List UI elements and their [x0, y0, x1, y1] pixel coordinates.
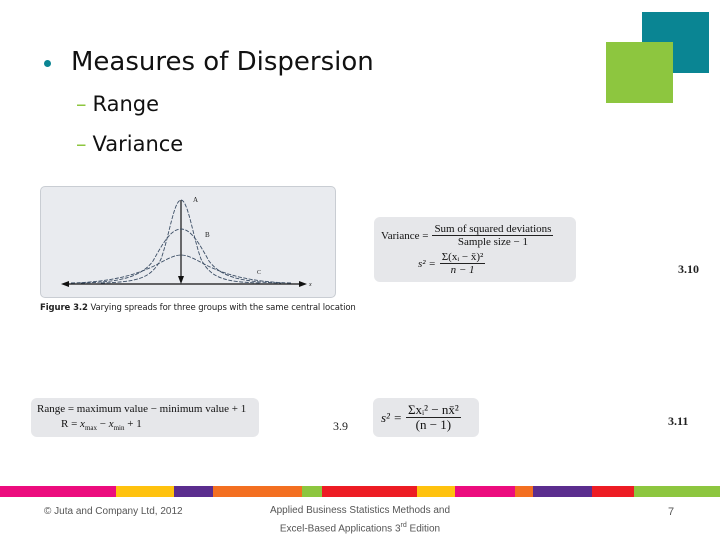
- range-x-max: x: [80, 418, 85, 430]
- range-formula: R = xmax − xmin + 1: [61, 418, 142, 432]
- shortcut-variance-box: s² = Σxᵢ² − nx̄² (n − 1): [373, 398, 479, 437]
- footer-color-segment: [174, 486, 213, 497]
- curve-label-c: C: [257, 270, 261, 276]
- shortcut-denominator: (n − 1): [415, 417, 452, 432]
- footer-book-title: Applied Business Statistics Methods and …: [250, 503, 470, 536]
- range-lhs: R =: [61, 418, 81, 430]
- equation-number-3-10: 3.10: [678, 262, 699, 276]
- footer-color-segment: [0, 486, 116, 497]
- footer-color-segment: [322, 486, 417, 497]
- decorative-green-square: [606, 42, 673, 103]
- shortcut-lhs: s² =: [381, 409, 402, 425]
- caption-label: Figure 3.2: [40, 303, 88, 313]
- caption-text: Varying spreads for three groups with th…: [87, 303, 356, 313]
- s2-fraction: Σ(xᵢ − x̄)² n − 1: [439, 251, 486, 276]
- footer-color-segment: [417, 486, 455, 497]
- range-plus-one: + 1: [124, 418, 142, 430]
- s2-denominator: n − 1: [450, 264, 475, 276]
- footer-color-segment: [634, 486, 720, 497]
- curve-label-a: A: [193, 196, 198, 204]
- book-title-line1: Applied Business Statistics Methods and: [269, 505, 451, 516]
- variance-fraction: Sum of squared deviations Sample size − …: [432, 223, 554, 248]
- footer-color-segment: [455, 486, 515, 497]
- curve-label-b: B: [205, 231, 210, 239]
- dispersion-figure: A B C x: [40, 186, 336, 298]
- bullet-dot-icon: [44, 59, 51, 67]
- book-title-line2-post: Edition: [406, 523, 441, 535]
- sub-bullet-text: Variance: [92, 132, 184, 156]
- footer-color-segment: [515, 486, 533, 497]
- book-title-line2: Excel-Based Applications 3rd Edition: [250, 518, 470, 536]
- equation-number-3-9: 3.9: [333, 419, 348, 433]
- s2-numerator: Σ(xᵢ − x̄)²: [439, 251, 486, 264]
- range-minus: −: [97, 418, 109, 430]
- footer-color-segment: [302, 486, 322, 497]
- dash-icon: –: [76, 92, 87, 116]
- range-definition: Range = maximum value − minimum value + …: [37, 403, 247, 415]
- book-title-line2-sup: rd: [400, 522, 407, 529]
- variance-s2-formula: s² = Σ(xᵢ − x̄)² n − 1: [418, 251, 486, 276]
- shortcut-numerator: Σxᵢ² − nx̄²: [405, 402, 461, 418]
- variance-numerator: Sum of squared deviations: [432, 223, 554, 236]
- main-bullet: Measures of Dispersion: [44, 44, 374, 80]
- variance-denominator: Sample size − 1: [457, 236, 528, 248]
- footer-color-segment: [116, 486, 174, 497]
- range-sub-min: min: [113, 424, 125, 433]
- footer-copyright: © Juta and Company Ltd, 2012: [44, 506, 183, 517]
- variance-definition: Variance = Sum of squared deviations Sam…: [381, 223, 554, 248]
- page-number: 7: [668, 506, 675, 518]
- s2-lhs: s² =: [418, 257, 436, 270]
- footer-color-segment: [533, 486, 592, 497]
- sub-bullet-range: – Range: [76, 89, 159, 119]
- main-bullet-text: Measures of Dispersion: [71, 47, 374, 77]
- figure-caption: Figure 3.2 Varying spreads for three gro…: [40, 303, 356, 313]
- shortcut-fraction: Σxᵢ² − nx̄² (n − 1): [405, 402, 461, 432]
- equation-number-3-11: 3.11: [668, 414, 689, 428]
- range-x-min: x: [108, 418, 114, 430]
- variance-formula-box: Variance = Sum of squared deviations Sam…: [374, 217, 576, 282]
- footer-color-segment: [213, 486, 302, 497]
- book-title-line2-pre: Excel-Based Applications 3: [279, 523, 401, 535]
- shortcut-formula: s² = Σxᵢ² − nx̄² (n − 1): [381, 403, 461, 432]
- sub-bullet-variance: – Variance: [76, 129, 183, 159]
- dash-icon: –: [76, 132, 87, 156]
- x-axis-label: x: [308, 282, 312, 288]
- range-sub-max: max: [84, 424, 97, 433]
- normal-curves-chart: A B C x: [61, 196, 312, 288]
- range-formula-box: Range = maximum value − minimum value + …: [31, 398, 259, 437]
- sub-bullet-text: Range: [92, 92, 160, 116]
- footer-color-segment: [592, 486, 634, 497]
- footer-color-bar: [0, 486, 720, 497]
- variance-lhs: Variance =: [381, 229, 429, 242]
